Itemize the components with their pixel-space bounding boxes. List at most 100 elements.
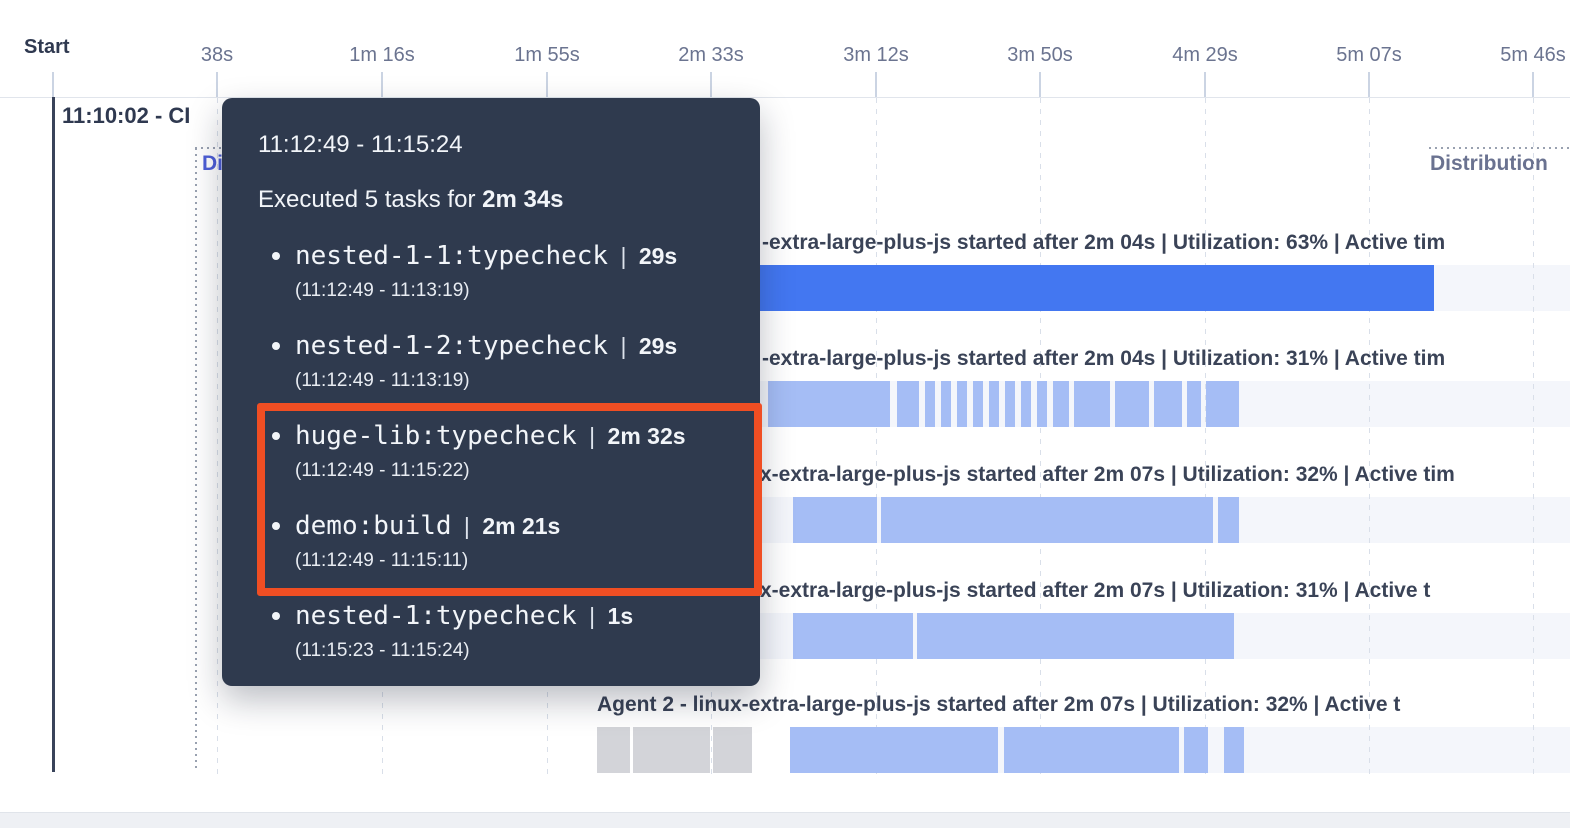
axis-tick-mark: [216, 72, 218, 97]
gridline: [876, 98, 877, 775]
gridline: [1533, 98, 1534, 775]
build-start-rail: [52, 97, 55, 772]
task-name: nested-1-1:typecheck: [295, 241, 609, 271]
task-duration: 1s: [607, 603, 634, 629]
bar-segment[interactable]: [917, 613, 1234, 659]
task-separator: |: [614, 333, 633, 359]
tooltip-time-range: 11:12:49 - 11:15:24: [258, 131, 463, 158]
bar-segment[interactable]: [957, 381, 967, 427]
task-tooltip: 11:12:49 - 11:15:24 Executed 5 tasks for…: [222, 98, 762, 686]
task-time-range: (11:12:49 - 11:13:19): [295, 280, 470, 301]
task-time-range: (11:12:49 - 11:13:19): [295, 370, 470, 391]
bullet-icon: [272, 612, 280, 620]
tooltip-summary-prefix: Executed 5 tasks for: [258, 186, 483, 213]
bar-segment[interactable]: [1154, 381, 1182, 427]
axis-tick-mark: [1532, 72, 1534, 97]
task-time-range: (11:12:49 - 11:15:22): [295, 460, 470, 481]
bar-segment[interactable]: [897, 381, 919, 427]
bullet-icon: [272, 252, 280, 260]
bar-segment[interactable]: [790, 727, 998, 773]
bar-segment[interactable]: [925, 381, 935, 427]
task-name-line: nested-1-2:typecheck | 29s: [295, 330, 760, 362]
agent-row-label: -extra-large-plus-js started after 2m 04…: [762, 347, 1446, 370]
task-duration: 29s: [638, 333, 678, 359]
tooltip-task-item: nested-1-2:typecheck | 29s (11:12:49 - 11…: [258, 330, 760, 394]
bar-segment[interactable]: [597, 727, 630, 773]
bar-segment[interactable]: [973, 381, 983, 427]
task-name-line: nested-1:typecheck | 1s: [295, 600, 760, 632]
bar-segment[interactable]: [793, 613, 913, 659]
bar-segment[interactable]: [1184, 727, 1208, 773]
bullet-icon: [272, 342, 280, 350]
axis-start-label: Start: [24, 36, 70, 58]
gridline: [1040, 98, 1041, 775]
task-name: demo:build: [295, 511, 452, 541]
bar-segment[interactable]: [793, 497, 877, 543]
bar-segment[interactable]: [1206, 381, 1239, 427]
agent-row-label: -extra-large-plus-js started after 2m 04…: [762, 231, 1446, 254]
bar-segment[interactable]: [1218, 497, 1239, 543]
distribution-box-left-border: [195, 148, 197, 772]
bar-segment[interactable]: [1074, 381, 1110, 427]
axis-tick-label: 2m 33s: [678, 44, 744, 66]
bar-segment[interactable]: [1005, 381, 1015, 427]
axis-tick-label: 3m 50s: [1007, 44, 1073, 66]
bar-segment[interactable]: [1037, 381, 1047, 427]
task-name: huge-lib:typecheck: [295, 421, 577, 451]
task-name-line: nested-1-1:typecheck | 29s: [295, 240, 760, 272]
bullet-icon: [272, 522, 280, 530]
task-separator: |: [582, 603, 602, 629]
distribution-label-right: Distribution: [1430, 152, 1548, 175]
bar-segment[interactable]: [1115, 381, 1149, 427]
task-name: nested-1:typecheck: [295, 601, 577, 631]
tooltip-task-list: nested-1-1:typecheck | 29s (11:12:49 - 11…: [258, 240, 760, 664]
bar-segment[interactable]: [713, 727, 752, 773]
bar-segment[interactable]: [633, 727, 710, 773]
axis-tick-mark: [875, 72, 877, 97]
axis-tick-label: 1m 55s: [514, 44, 580, 66]
bar-segment[interactable]: [1021, 381, 1031, 427]
agent-row-label: x-extra-large-plus-js started after 2m 0…: [760, 463, 1455, 486]
task-time-range: (11:15:23 - 11:15:24): [295, 640, 470, 661]
bar-segment[interactable]: [1187, 381, 1201, 427]
axis-tick-mark: [710, 72, 712, 97]
axis-tick-mark: [1039, 72, 1041, 97]
bar-segment[interactable]: [1053, 381, 1069, 427]
task-separator: |: [457, 513, 477, 539]
task-name-line: huge-lib:typecheck | 2m 32s: [295, 420, 760, 452]
axis-tick-label: 38s: [200, 44, 234, 66]
task-duration: 2m 21s: [482, 513, 561, 539]
bar-segment[interactable]: [1004, 727, 1179, 773]
bottom-band: [0, 812, 1570, 828]
bar-segment[interactable]: [1224, 727, 1244, 773]
tooltip-task-item: nested-1-1:typecheck | 29s (11:12:49 - 11…: [258, 240, 760, 304]
axis-start-tick: [52, 72, 54, 97]
axis-tick-label: 1m 16s: [349, 44, 415, 66]
axis-tick-mark: [1204, 72, 1206, 97]
bar-segment[interactable]: [768, 381, 890, 427]
agent-row-label: x-extra-large-plus-js started after 2m 0…: [760, 579, 1431, 602]
task-name: nested-1-2:typecheck: [295, 331, 609, 361]
axis-tick-mark: [381, 72, 383, 97]
axis-tick-mark: [546, 72, 548, 97]
bullet-icon: [272, 432, 280, 440]
axis-tick-mark: [1368, 72, 1370, 97]
tooltip-summary-duration: 2m 34s: [482, 186, 564, 213]
bar-segment[interactable]: [881, 497, 1213, 543]
bar-segment[interactable]: [989, 381, 999, 427]
bar-segment[interactable]: [941, 381, 951, 427]
task-separator: |: [614, 243, 633, 269]
tooltip-task-item: nested-1:typecheck | 1s (11:15:23 - 11:15…: [258, 600, 760, 664]
task-name-line: demo:build | 2m 21s: [295, 510, 760, 542]
distribution-box-right-top-border: [1429, 147, 1570, 149]
tooltip-task-item: huge-lib:typecheck | 2m 32s (11:12:49 - 1…: [258, 420, 760, 484]
bar-segment[interactable]: [758, 265, 1434, 311]
task-separator: |: [582, 423, 602, 449]
task-duration: 2m 32s: [607, 423, 686, 449]
axis-tick-label: 5m 07s: [1336, 44, 1402, 66]
axis-tick-label: 5m 46s: [1500, 44, 1566, 66]
tooltip-summary: Executed 5 tasks for 2m 34s: [258, 184, 760, 216]
gridline: [217, 98, 218, 775]
